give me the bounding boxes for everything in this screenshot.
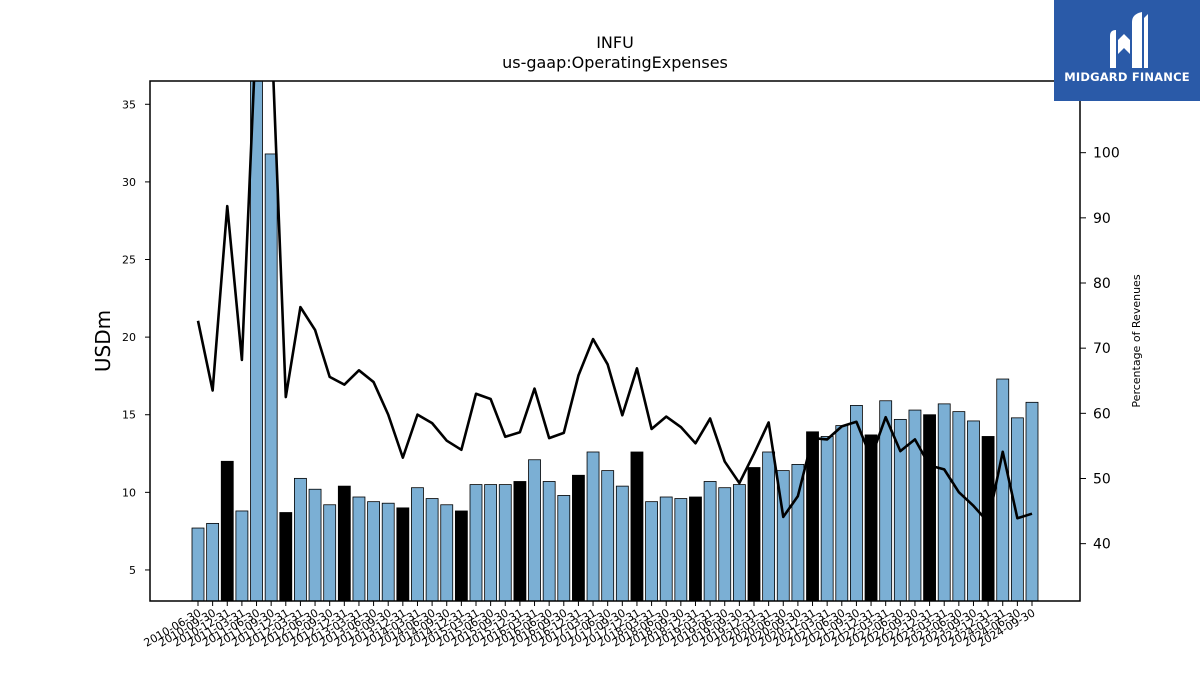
bar-2016-09-30 [557, 495, 571, 601]
bar-2023-03-31 [937, 403, 951, 601]
y-right-tick-label: 90 [1093, 211, 1111, 227]
bar-2014-12-31 [454, 510, 468, 601]
bar-2011-06-30 [250, 81, 263, 601]
bar-2020-09-30 [791, 463, 805, 601]
bar-2011-12-31 [279, 512, 293, 601]
bar-2015-03-31 [469, 484, 483, 601]
y-right-tick-label: 60 [1093, 406, 1111, 422]
midgard-m-logo-icon [1110, 12, 1148, 68]
bar-2019-12-31 [747, 467, 761, 601]
bar-2016-06-30 [542, 481, 556, 601]
bar-2024-06-30 [1010, 417, 1024, 601]
y-left-tick-label: 30 [122, 176, 136, 189]
y-right-tick-label: 50 [1093, 471, 1111, 487]
bar-2024-03-31 [996, 378, 1010, 601]
y-axis-label-left: USDm [91, 310, 115, 372]
bar-2012-06-30 [308, 488, 322, 601]
bar-2011-09-30 [264, 153, 278, 601]
bar-2010-09-30 [206, 522, 220, 601]
logo-text: MIDGARD FINANCE [1064, 70, 1190, 84]
bars-group [191, 81, 1039, 601]
bar-2017-12-31 [630, 451, 644, 601]
y-left-tick-label: 25 [122, 254, 136, 267]
bar-2017-09-30 [615, 485, 629, 601]
bar-2013-12-31 [396, 507, 410, 601]
bar-2022-12-31 [923, 414, 936, 601]
bar-2015-09-30 [498, 484, 512, 601]
midgard-finance-logo: MIDGARD FINANCE [1054, 0, 1200, 101]
y-right-tick-label: 70 [1093, 341, 1111, 357]
y-axis-right: 40 50 60 70 80 90 100 [1080, 146, 1120, 553]
y-left-tick-label: 15 [122, 409, 136, 422]
y-left-tick-label: 20 [122, 331, 136, 344]
bar-2014-09-30 [440, 504, 454, 601]
bar-2015-12-31 [513, 481, 527, 601]
bar-2017-03-31 [586, 451, 600, 601]
percentage-line [196, 81, 1033, 524]
y-left-tick-label: 10 [122, 486, 136, 499]
bar-2022-09-30 [908, 409, 922, 601]
bar-2021-06-30 [835, 425, 849, 601]
bar-2018-09-30 [674, 498, 688, 601]
plot-frame [149, 80, 1081, 602]
bar-2019-06-30 [718, 487, 732, 601]
bar-2012-03-31 [294, 477, 307, 601]
bar-2013-06-30 [367, 501, 380, 601]
bar-2010-06-30 [191, 527, 205, 601]
bar-2018-12-31 [689, 496, 702, 601]
bar-2013-03-31 [352, 496, 366, 601]
x-axis: 2010-06-302010-09-302010-12-312011-03-31… [142, 601, 1038, 650]
bar-2013-09-30 [381, 502, 395, 601]
bar-2017-06-30 [601, 470, 615, 601]
bar-2012-12-31 [337, 485, 351, 601]
y-right-tick-label: 40 [1093, 537, 1111, 553]
y-left-tick-label: 5 [129, 564, 136, 577]
bar-2020-12-31 [806, 431, 819, 601]
y-left-tick-label: 35 [122, 98, 136, 111]
chart-subtitle: us-gaap:OperatingExpenses [502, 53, 728, 72]
bar-2022-03-31 [879, 400, 893, 601]
bar-2019-09-30 [732, 484, 746, 601]
bar-2018-03-31 [645, 501, 658, 601]
bar-2021-09-30 [850, 405, 863, 601]
bar-2018-06-30 [659, 496, 673, 601]
y-axis-label-right: Percentage of Revenues [1130, 274, 1143, 407]
y-right-tick-label: 100 [1093, 146, 1120, 162]
bar-2024-09-30 [1025, 401, 1039, 601]
bar-2012-09-30 [323, 504, 337, 601]
line-group [196, 81, 1033, 524]
bar-2020-03-31 [762, 451, 776, 601]
bar-2011-03-31 [235, 510, 249, 601]
bar-2021-03-31 [820, 436, 834, 601]
chart-title: INFU [596, 33, 634, 52]
bar-2014-03-31 [411, 487, 424, 601]
bar-2019-03-31 [703, 481, 717, 601]
bar-2015-06-30 [484, 484, 498, 601]
y-axis-left: 5 10 15 20 25 30 35 [122, 98, 150, 577]
bar-2010-12-31 [220, 460, 234, 601]
bar-2014-06-30 [425, 498, 439, 601]
bar-2022-06-30 [893, 418, 907, 601]
bar-2023-06-30 [952, 411, 966, 601]
bar-2016-12-31 [572, 474, 585, 601]
y-right-tick-label: 80 [1093, 276, 1111, 292]
bar-2021-12-31 [864, 434, 878, 601]
bar-2016-03-31 [528, 459, 541, 601]
